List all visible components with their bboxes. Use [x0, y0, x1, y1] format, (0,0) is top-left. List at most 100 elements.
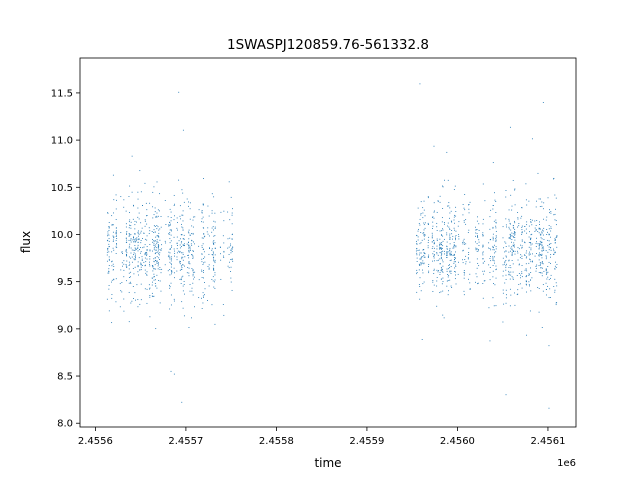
data-point — [126, 260, 128, 262]
data-point — [111, 322, 113, 324]
data-point — [554, 278, 556, 280]
data-point — [152, 266, 154, 268]
data-point — [112, 174, 114, 176]
data-point — [157, 209, 159, 211]
data-point — [157, 235, 159, 236]
data-point — [433, 269, 435, 271]
y-axis-ticks: 8.08.59.09.510.010.511.011.5 — [51, 88, 80, 430]
data-point — [441, 217, 443, 219]
data-point — [433, 247, 435, 249]
data-point — [518, 264, 520, 266]
data-point — [495, 201, 497, 202]
data-point — [148, 227, 150, 229]
data-point — [214, 274, 216, 276]
data-point — [517, 293, 519, 295]
data-point — [495, 251, 497, 253]
data-point — [132, 268, 134, 269]
data-point — [512, 277, 514, 279]
data-point — [223, 250, 225, 252]
data-point — [179, 205, 181, 207]
data-point — [179, 260, 181, 262]
data-point — [182, 285, 184, 287]
data-point — [521, 258, 523, 259]
data-point — [531, 261, 533, 263]
data-point — [171, 264, 173, 266]
data-point — [121, 282, 123, 283]
data-point — [488, 307, 490, 309]
data-point — [203, 178, 204, 179]
data-point — [446, 248, 448, 250]
data-point — [547, 231, 548, 233]
data-point — [542, 246, 544, 248]
data-point — [128, 321, 130, 323]
data-point — [181, 241, 183, 243]
data-point — [476, 258, 478, 260]
data-point — [521, 240, 523, 242]
data-point — [428, 266, 429, 267]
data-point — [495, 235, 497, 237]
data-point — [428, 254, 430, 256]
data-point — [520, 217, 522, 219]
data-point — [146, 215, 148, 216]
data-point — [505, 265, 507, 267]
data-point — [157, 245, 159, 247]
data-point — [526, 224, 528, 226]
data-point — [111, 224, 113, 225]
data-point — [489, 271, 491, 273]
data-point — [505, 269, 507, 271]
data-point — [439, 230, 441, 232]
data-point — [159, 302, 161, 304]
data-point — [463, 274, 465, 276]
y-axis-label: flux — [19, 231, 33, 253]
data-point — [482, 218, 484, 220]
data-point — [530, 222, 532, 224]
data-point — [525, 199, 527, 201]
data-point — [539, 206, 541, 207]
data-point — [504, 261, 506, 263]
data-point — [478, 245, 480, 246]
data-point — [154, 207, 156, 209]
data-point — [449, 250, 451, 252]
data-point — [433, 256, 435, 258]
data-point — [136, 221, 137, 223]
data-point — [125, 250, 127, 252]
data-point — [214, 259, 216, 261]
data-point — [531, 219, 533, 221]
data-point — [182, 253, 184, 255]
data-point — [416, 234, 418, 236]
data-point — [536, 220, 538, 221]
data-point — [545, 289, 547, 290]
data-point — [181, 189, 183, 191]
data-point — [530, 290, 532, 292]
data-point — [213, 268, 215, 270]
data-point — [419, 265, 421, 266]
data-point — [169, 261, 171, 263]
data-point — [179, 269, 181, 271]
data-point — [115, 233, 117, 235]
data-point — [149, 265, 151, 267]
data-point — [510, 294, 512, 296]
data-point — [174, 215, 175, 217]
data-point — [554, 291, 556, 293]
data-point — [509, 233, 511, 235]
data-point — [146, 274, 148, 276]
data-point — [113, 265, 115, 267]
data-point — [502, 292, 504, 294]
data-point — [180, 242, 182, 244]
data-point — [462, 240, 464, 242]
data-point — [182, 129, 184, 131]
data-point — [140, 262, 142, 264]
data-point — [129, 212, 131, 214]
data-point — [548, 240, 550, 242]
data-point — [156, 261, 158, 263]
data-point — [422, 249, 424, 251]
data-point — [203, 251, 205, 253]
data-point — [539, 264, 541, 266]
data-point — [220, 278, 222, 280]
data-point — [125, 226, 127, 228]
data-point — [130, 241, 132, 243]
data-point — [446, 268, 448, 270]
data-point — [505, 250, 507, 252]
data-point — [514, 250, 516, 252]
data-point — [433, 243, 435, 245]
